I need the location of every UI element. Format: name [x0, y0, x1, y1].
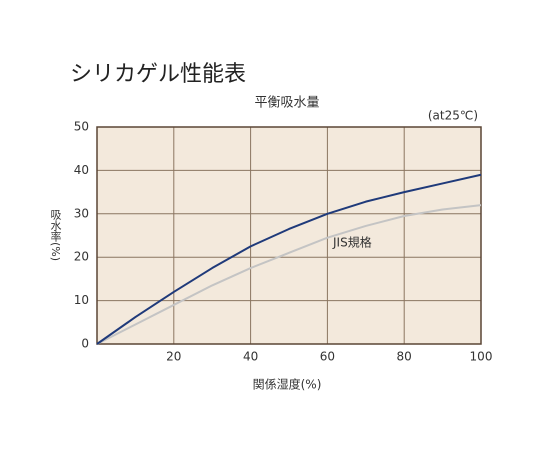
x-tick-label: 40 — [243, 350, 258, 364]
x-tick-label: 80 — [397, 350, 412, 364]
chart-title: シリカゲル性能表 — [70, 62, 246, 87]
y-tick-label: 30 — [74, 206, 89, 220]
line-series — [96, 173, 482, 345]
x-tick-label: 60 — [320, 350, 335, 364]
annotation: (at25℃) — [428, 109, 478, 123]
plot-background — [97, 127, 481, 344]
y-axis-label: 吸水率(%) — [49, 209, 62, 261]
line-series — [96, 204, 482, 345]
series-label: JIS規格 — [332, 235, 372, 250]
y-tick-label: 40 — [74, 163, 89, 177]
y-tick-label: 50 — [74, 120, 89, 134]
y-tick-label: 10 — [74, 293, 89, 307]
y-tick-label: 20 — [74, 250, 89, 264]
x-axis-label: 関係湿度(%) — [253, 377, 322, 392]
x-tick-label: 100 — [470, 350, 493, 364]
plot-border — [96, 126, 482, 345]
chart-subtitle: 平衡吸水量 — [254, 96, 319, 111]
x-tick-label: 20 — [166, 350, 181, 364]
y-tick-label: 0 — [81, 337, 89, 351]
